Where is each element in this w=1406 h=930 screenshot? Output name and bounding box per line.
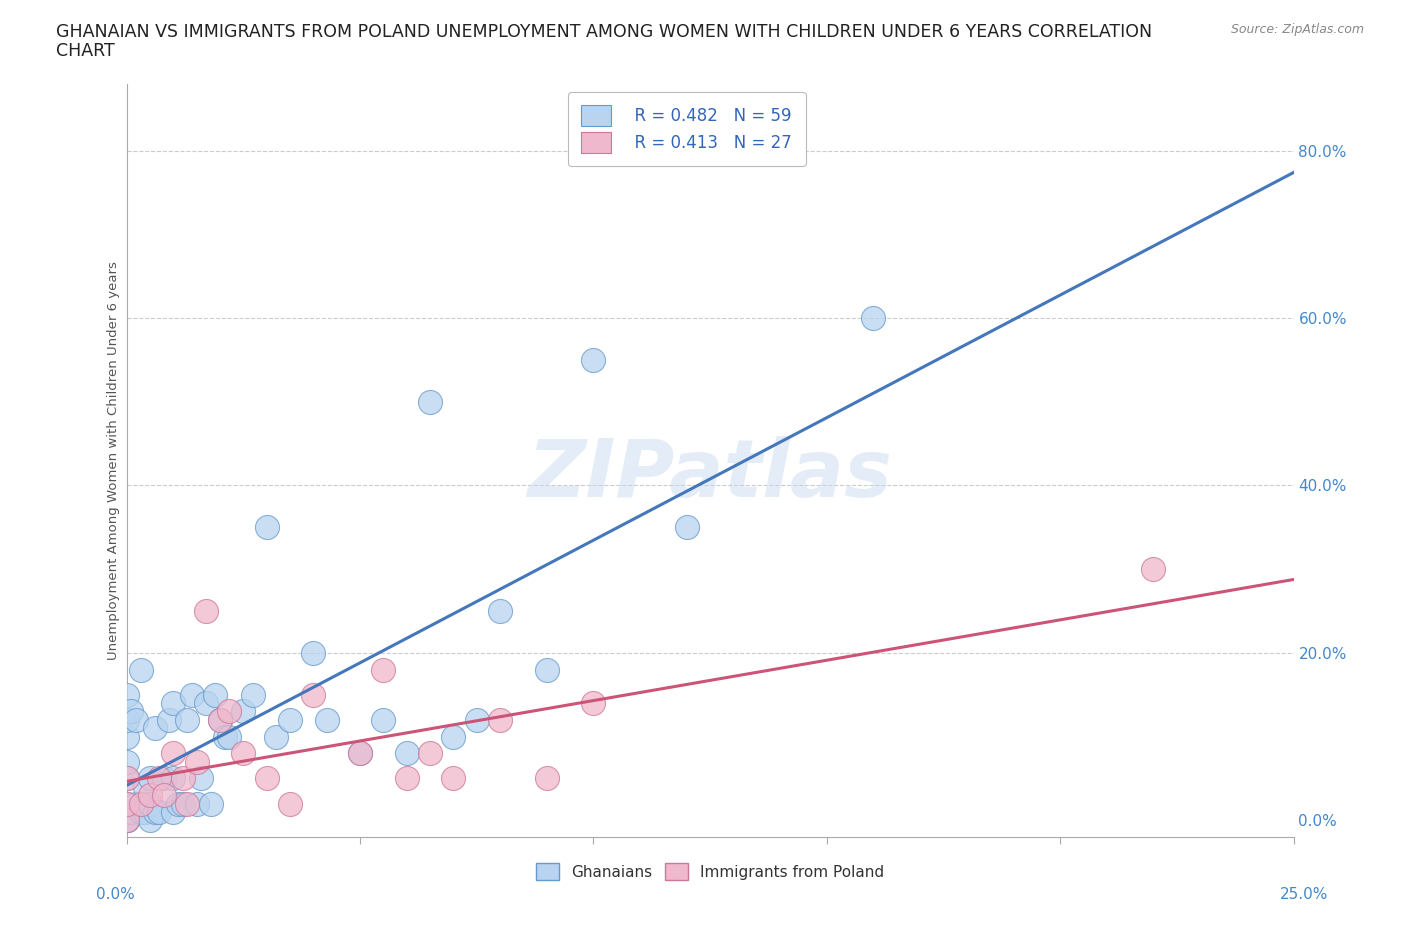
Point	[582, 696, 605, 711]
Point	[465, 712, 488, 727]
Text: GHANAIAN VS IMMIGRANTS FROM POLAND UNEMPLOYMENT AMONG WOMEN WITH CHILDREN UNDER : GHANAIAN VS IMMIGRANTS FROM POLAND UNEMP…	[56, 23, 1153, 41]
Text: 0.0%: 0.0%	[96, 887, 135, 902]
Point	[139, 813, 162, 828]
Point	[115, 771, 138, 786]
Point	[115, 729, 138, 744]
Point	[176, 796, 198, 811]
Text: CHART: CHART	[56, 42, 115, 60]
Point	[167, 796, 190, 811]
Point	[134, 804, 156, 819]
Point	[125, 796, 148, 811]
Point	[115, 796, 138, 811]
Point	[125, 712, 148, 727]
Point	[162, 804, 184, 819]
Point	[153, 771, 176, 786]
Point	[129, 804, 152, 819]
Point	[441, 771, 464, 786]
Point	[115, 813, 138, 828]
Point	[204, 687, 226, 702]
Point	[115, 754, 138, 769]
Point	[162, 696, 184, 711]
Point	[232, 746, 254, 761]
Point	[190, 771, 212, 786]
Point	[316, 712, 339, 727]
Text: 25.0%: 25.0%	[1281, 887, 1329, 902]
Point	[120, 704, 142, 719]
Point	[1142, 562, 1164, 577]
Point	[139, 788, 162, 803]
Point	[129, 662, 152, 677]
Point	[115, 687, 138, 702]
Text: ZIPatlas: ZIPatlas	[527, 436, 893, 514]
Point	[373, 662, 395, 677]
Point	[115, 813, 138, 828]
Point	[186, 754, 208, 769]
Point	[278, 712, 301, 727]
Point	[115, 813, 138, 828]
Point	[208, 712, 231, 727]
Point	[419, 394, 441, 409]
Point	[115, 771, 138, 786]
Point	[349, 746, 371, 761]
Point	[256, 520, 278, 535]
Point	[115, 813, 138, 828]
Point	[139, 771, 162, 786]
Point	[395, 771, 418, 786]
Point	[489, 604, 512, 618]
Point	[153, 788, 176, 803]
Point	[675, 520, 697, 535]
Point	[441, 729, 464, 744]
Point	[194, 696, 217, 711]
Point	[536, 771, 558, 786]
Point	[157, 712, 180, 727]
Point	[208, 712, 231, 727]
Point	[176, 712, 198, 727]
Text: Source: ZipAtlas.com: Source: ZipAtlas.com	[1230, 23, 1364, 36]
Point	[162, 771, 184, 786]
Point	[172, 771, 194, 786]
Point	[278, 796, 301, 811]
Point	[218, 729, 240, 744]
Point	[214, 729, 236, 744]
Point	[194, 604, 217, 618]
Y-axis label: Unemployment Among Women with Children Under 6 years: Unemployment Among Women with Children U…	[107, 261, 120, 659]
Point	[148, 804, 170, 819]
Point	[302, 687, 325, 702]
Point	[180, 687, 202, 702]
Point	[120, 804, 142, 819]
Point	[256, 771, 278, 786]
Point	[115, 804, 138, 819]
Point	[349, 746, 371, 761]
Point	[862, 311, 884, 325]
Point	[536, 662, 558, 677]
Point	[143, 721, 166, 736]
Point	[139, 796, 162, 811]
Point	[172, 796, 194, 811]
Point	[186, 796, 208, 811]
Point	[582, 352, 605, 367]
Point	[302, 645, 325, 660]
Point	[242, 687, 264, 702]
Point	[148, 771, 170, 786]
Point	[419, 746, 441, 761]
Point	[218, 704, 240, 719]
Point	[489, 712, 512, 727]
Legend: Ghanaians, Immigrants from Poland: Ghanaians, Immigrants from Poland	[530, 857, 890, 886]
Point	[143, 804, 166, 819]
Point	[129, 796, 152, 811]
Point	[200, 796, 222, 811]
Point	[115, 796, 138, 811]
Point	[232, 704, 254, 719]
Point	[162, 746, 184, 761]
Point	[115, 712, 138, 727]
Point	[395, 746, 418, 761]
Point	[373, 712, 395, 727]
Point	[134, 779, 156, 794]
Point	[264, 729, 287, 744]
